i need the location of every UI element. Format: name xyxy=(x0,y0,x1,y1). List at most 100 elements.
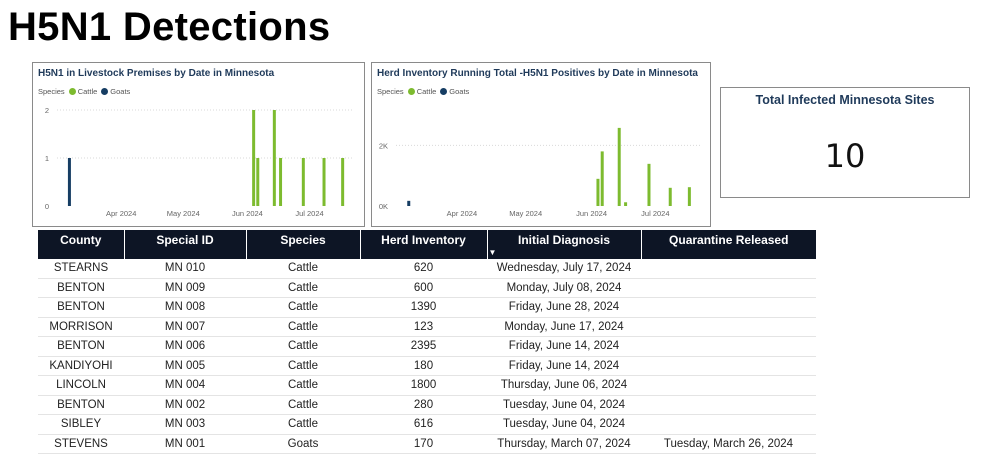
column-header-species[interactable]: Species xyxy=(246,230,361,259)
column-header-herd-inventory[interactable]: Herd Inventory xyxy=(360,230,488,259)
table-row[interactable]: BENTON MN 002 Cattle 280 Tuesday, June 04, 2… xyxy=(38,395,816,415)
special-id-cell: MN 010 xyxy=(124,259,246,279)
column-header-quarantine-released[interactable]: Quarantine Released xyxy=(641,230,816,259)
table-row[interactable]: LINCOLN MN 004 Cattle 1800 Thursday, June 06… xyxy=(38,375,816,396)
chart-title: H5N1 in Livestock Premises by Date in Mi… xyxy=(38,68,275,79)
special-id-cell: MN 009 xyxy=(124,278,246,298)
quarantine-released-cell xyxy=(641,336,816,357)
county-cell: BENTON xyxy=(38,395,124,415)
legend-cattle-swatch xyxy=(407,88,415,95)
special-id-cell: MN 006 xyxy=(124,336,246,357)
legend-goats[interactable]: Goats xyxy=(449,87,470,96)
bar-goats xyxy=(407,200,411,206)
quarantine-released-cell xyxy=(641,356,816,376)
herd-inventory-cell: 123 xyxy=(360,317,487,337)
legend-label: Species xyxy=(377,87,404,96)
table-row[interactable]: KANDIYOHI MN 005 Cattle 180 Friday, June 14,… xyxy=(38,356,816,376)
initial-diagnosis-cell: Thursday, June 06, 2024 xyxy=(487,375,641,396)
legend-goats-swatch xyxy=(440,88,448,95)
y-tick-label: 2 xyxy=(45,106,49,115)
table-row[interactable]: SIBLEY MN 003 Cattle 616 Tuesday, June 04, 2… xyxy=(38,414,816,435)
column-header-label: Initial Diagnosis xyxy=(517,233,610,247)
kpi-value: 10 xyxy=(824,137,866,175)
table-body: STEARNS MN 010 Cattle 620 Wednesday, July 17… xyxy=(38,259,816,454)
bar-cattle xyxy=(687,187,691,206)
initial-diagnosis-cell: Tuesday, June 04, 2024 xyxy=(487,395,641,415)
bar-cattle xyxy=(279,158,283,206)
species-cell: Cattle xyxy=(246,259,360,279)
sort-desc-icon[interactable]: ▼ xyxy=(488,248,497,257)
special-id-cell: MN 005 xyxy=(124,356,246,376)
legend-cattle[interactable]: Cattle xyxy=(416,87,437,96)
species-cell: Goats xyxy=(246,434,360,454)
quarantine-released-cell xyxy=(641,375,816,396)
legend-label: Species xyxy=(38,87,65,96)
initial-diagnosis-cell: Monday, July 08, 2024 xyxy=(487,278,641,298)
bar-cattle xyxy=(272,110,276,206)
detections-table: County Special ID Species Herd Inventory… xyxy=(38,230,816,454)
table-row[interactable]: BENTON MN 008 Cattle 1390 Friday, June 28, 2… xyxy=(38,297,816,318)
herd-inventory-cell: 170 xyxy=(360,434,487,454)
bar-cattle xyxy=(301,158,305,206)
county-cell: BENTON xyxy=(38,336,124,357)
county-cell: KANDIYOHI xyxy=(38,356,124,376)
table-row[interactable]: STEARNS MN 010 Cattle 620 Wednesday, July 17… xyxy=(38,259,816,279)
herd-inventory-cell: 2395 xyxy=(360,336,487,357)
initial-diagnosis-cell: Wednesday, July 17, 2024 xyxy=(487,259,641,279)
bar-cattle xyxy=(252,110,256,206)
table-row[interactable]: BENTON MN 009 Cattle 600 Monday, July 08, 20… xyxy=(38,278,816,298)
column-header-initial-diagnosis[interactable]: ▼ Initial Diagnosis xyxy=(487,230,642,259)
legend-cattle[interactable]: Cattle xyxy=(77,87,98,96)
quarantine-released-cell xyxy=(641,395,816,415)
y-tick-label: 2K xyxy=(379,141,388,150)
species-cell: Cattle xyxy=(246,297,360,318)
species-cell: Cattle xyxy=(246,356,360,376)
x-tick-label: Jun 2024 xyxy=(576,209,607,218)
y-tick-label: 0K xyxy=(379,202,388,211)
column-header-special-id[interactable]: Special ID xyxy=(124,230,247,259)
bar-cattle xyxy=(668,187,672,206)
herd-inventory-cell: 180 xyxy=(360,356,487,376)
legend-cattle-swatch xyxy=(68,88,76,95)
species-cell: Cattle xyxy=(246,317,360,337)
x-tick-label: May 2024 xyxy=(167,209,200,218)
special-id-cell: MN 002 xyxy=(124,395,246,415)
special-id-cell: MN 004 xyxy=(124,375,246,396)
herd-chart-plot: 0K 2K Apr 2024 May 2024 Jun 2024 Jul 2024 xyxy=(379,127,700,218)
initial-diagnosis-cell: Thursday, March 07, 2024 xyxy=(487,434,641,454)
page-title: H5N1 Detections xyxy=(8,5,331,49)
quarantine-released-cell xyxy=(641,278,816,298)
bar-cattle xyxy=(647,163,651,206)
premises-chart-card[interactable]: H5N1 in Livestock Premises by Date in Mi… xyxy=(32,62,365,227)
table-row[interactable]: STEVENS MN 001 Goats 170 Thursday, March 07,… xyxy=(38,434,816,454)
chart-legend: Species Cattle Goats xyxy=(377,87,469,96)
special-id-cell: MN 007 xyxy=(124,317,246,337)
county-cell: MORRISON xyxy=(38,317,124,337)
county-cell: STEVENS xyxy=(38,434,124,454)
x-tick-label: May 2024 xyxy=(509,209,542,218)
species-cell: Cattle xyxy=(246,414,360,435)
bar-cattle xyxy=(624,202,628,206)
x-tick-label: Jul 2024 xyxy=(295,209,323,218)
x-tick-label: Jun 2024 xyxy=(232,209,263,218)
table-row[interactable]: MORRISON MN 007 Cattle 123 Monday, June 17, … xyxy=(38,317,816,337)
bar-cattle xyxy=(617,127,621,206)
quarantine-released-cell xyxy=(641,259,816,279)
legend-goats[interactable]: Goats xyxy=(110,87,131,96)
y-tick-label: 0 xyxy=(45,202,49,211)
bar-cattle xyxy=(600,151,604,206)
table-row[interactable]: BENTON MN 006 Cattle 2395 Friday, June 14, 2… xyxy=(38,336,816,357)
column-header-county[interactable]: County xyxy=(38,230,125,259)
total-sites-card: Total Infected Minnesota Sites 10 xyxy=(720,87,970,198)
county-cell: SIBLEY xyxy=(38,414,124,435)
county-cell: BENTON xyxy=(38,278,124,298)
bar-cattle xyxy=(256,158,260,206)
herd-inventory-cell: 620 xyxy=(360,259,487,279)
herd-chart-card[interactable]: Herd Inventory Running Total -H5N1 Posit… xyxy=(371,62,711,227)
herd-inventory-cell: 616 xyxy=(360,414,487,435)
y-tick-label: 1 xyxy=(45,154,49,163)
table-header-row: County Special ID Species Herd Inventory… xyxy=(38,230,816,259)
special-id-cell: MN 003 xyxy=(124,414,246,435)
initial-diagnosis-cell: Friday, June 28, 2024 xyxy=(487,297,641,318)
x-tick-label: Jul 2024 xyxy=(641,209,669,218)
